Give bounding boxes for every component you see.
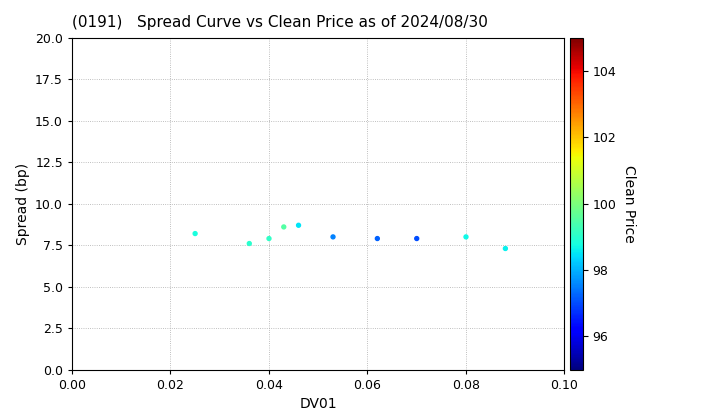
Point	[243, 240, 255, 247]
Point	[264, 235, 275, 242]
Text: (0191)   Spread Curve vs Clean Price as of 2024/08/30: (0191) Spread Curve vs Clean Price as of…	[72, 15, 488, 30]
Point	[189, 230, 201, 237]
Point	[500, 245, 511, 252]
Point	[278, 223, 289, 230]
Y-axis label: Spread (bp): Spread (bp)	[16, 163, 30, 245]
Point	[293, 222, 305, 228]
Point	[372, 235, 383, 242]
Y-axis label: Clean Price: Clean Price	[622, 165, 636, 243]
Point	[460, 234, 472, 240]
Point	[328, 234, 339, 240]
Point	[411, 235, 423, 242]
X-axis label: DV01: DV01	[300, 397, 337, 411]
